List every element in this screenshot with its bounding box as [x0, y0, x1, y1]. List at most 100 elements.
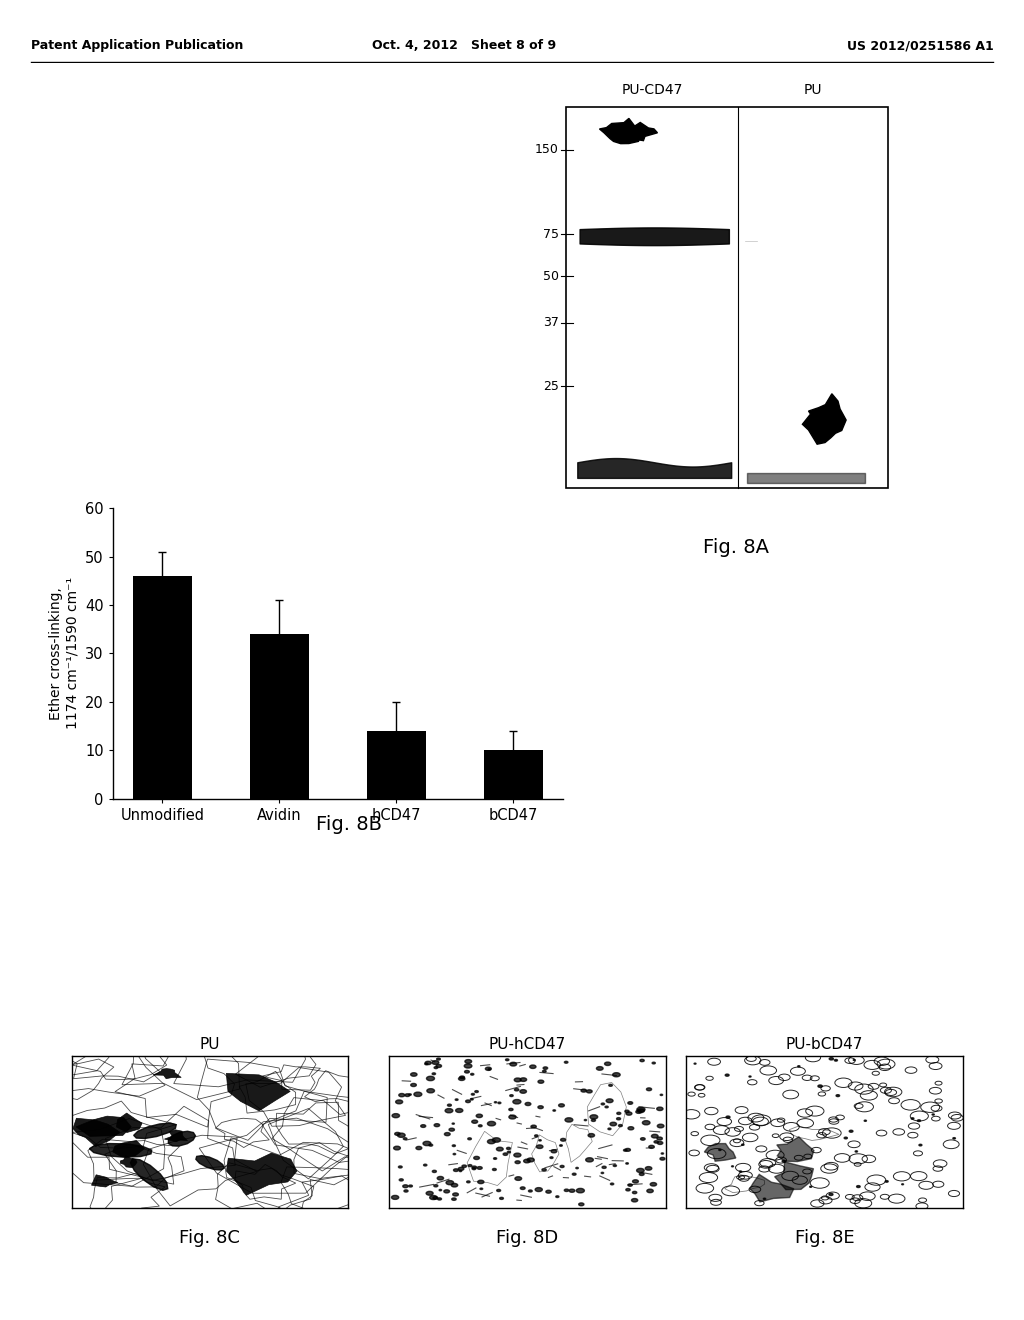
Circle shape — [651, 1134, 658, 1138]
Circle shape — [493, 1168, 497, 1171]
Circle shape — [394, 1133, 400, 1135]
Circle shape — [538, 1080, 544, 1084]
Circle shape — [453, 1193, 459, 1196]
Circle shape — [456, 1098, 458, 1101]
Polygon shape — [154, 1069, 181, 1078]
Bar — [484, 750, 543, 799]
Text: US 2012/0251586 A1: US 2012/0251586 A1 — [847, 40, 993, 51]
Circle shape — [398, 1166, 402, 1168]
Circle shape — [586, 1158, 593, 1162]
Circle shape — [411, 1084, 417, 1086]
Circle shape — [564, 1189, 568, 1192]
Circle shape — [639, 1173, 644, 1176]
Circle shape — [437, 1176, 443, 1180]
Text: Fig. 8E: Fig. 8E — [795, 1229, 854, 1247]
Circle shape — [656, 1107, 663, 1110]
Circle shape — [447, 1104, 452, 1106]
Circle shape — [649, 1146, 654, 1148]
Circle shape — [918, 1119, 921, 1122]
Circle shape — [416, 1146, 422, 1150]
Circle shape — [409, 1185, 413, 1187]
Circle shape — [472, 1168, 476, 1170]
Circle shape — [437, 1197, 441, 1200]
Circle shape — [637, 1107, 645, 1111]
Circle shape — [560, 1166, 564, 1168]
Circle shape — [439, 1189, 441, 1191]
Text: Fig. 8B: Fig. 8B — [316, 816, 382, 834]
Polygon shape — [168, 1131, 196, 1146]
Circle shape — [626, 1188, 630, 1191]
Circle shape — [465, 1060, 472, 1064]
Circle shape — [725, 1074, 729, 1076]
Circle shape — [459, 1077, 465, 1081]
Circle shape — [432, 1171, 436, 1172]
Circle shape — [456, 1109, 463, 1113]
Circle shape — [468, 1164, 472, 1167]
Circle shape — [404, 1189, 408, 1192]
Polygon shape — [803, 393, 846, 445]
Circle shape — [471, 1073, 474, 1076]
Circle shape — [471, 1093, 474, 1096]
Circle shape — [510, 1094, 513, 1097]
Polygon shape — [73, 1118, 120, 1147]
Circle shape — [472, 1166, 476, 1168]
Polygon shape — [130, 1159, 168, 1191]
Circle shape — [434, 1067, 437, 1069]
Circle shape — [404, 1094, 410, 1097]
Circle shape — [478, 1180, 484, 1184]
Circle shape — [616, 1118, 621, 1119]
Polygon shape — [117, 1113, 142, 1133]
Polygon shape — [226, 1154, 297, 1195]
Circle shape — [391, 1196, 398, 1200]
Circle shape — [392, 1114, 399, 1118]
Text: PU-bCD47: PU-bCD47 — [785, 1038, 863, 1052]
Circle shape — [497, 1147, 503, 1151]
Circle shape — [427, 1089, 434, 1093]
Circle shape — [510, 1063, 517, 1067]
Polygon shape — [76, 1117, 131, 1137]
Circle shape — [480, 1188, 482, 1189]
Circle shape — [572, 1173, 577, 1175]
Text: PU-hCD47: PU-hCD47 — [488, 1038, 566, 1052]
Text: Fig. 8A: Fig. 8A — [703, 539, 769, 557]
Polygon shape — [165, 1130, 187, 1142]
Circle shape — [543, 1071, 546, 1072]
Circle shape — [835, 1060, 838, 1061]
Text: 25: 25 — [543, 380, 559, 393]
Circle shape — [464, 1064, 472, 1068]
Circle shape — [626, 1111, 632, 1115]
Circle shape — [421, 1125, 426, 1127]
Circle shape — [829, 1057, 834, 1060]
Circle shape — [726, 1115, 730, 1118]
Polygon shape — [750, 1175, 794, 1203]
Circle shape — [513, 1100, 521, 1104]
Circle shape — [430, 1196, 437, 1200]
Circle shape — [538, 1106, 544, 1109]
Circle shape — [409, 1094, 412, 1096]
Circle shape — [446, 1180, 454, 1185]
Circle shape — [637, 1168, 644, 1172]
Circle shape — [514, 1089, 519, 1090]
Circle shape — [626, 1163, 629, 1164]
Circle shape — [550, 1156, 553, 1159]
Bar — [133, 576, 191, 799]
Circle shape — [453, 1144, 456, 1147]
Circle shape — [468, 1138, 471, 1139]
Circle shape — [592, 1119, 596, 1122]
Circle shape — [656, 1137, 663, 1140]
Circle shape — [579, 1203, 584, 1205]
Circle shape — [588, 1134, 595, 1137]
Circle shape — [398, 1093, 404, 1097]
Circle shape — [537, 1144, 543, 1148]
Circle shape — [628, 1102, 633, 1105]
Circle shape — [399, 1179, 403, 1181]
Circle shape — [647, 1189, 653, 1193]
Polygon shape — [777, 1137, 814, 1162]
Polygon shape — [120, 1155, 137, 1167]
Circle shape — [523, 1159, 530, 1163]
Polygon shape — [113, 1140, 144, 1156]
Circle shape — [515, 1160, 520, 1164]
Polygon shape — [705, 1143, 736, 1162]
Circle shape — [587, 1090, 592, 1093]
Circle shape — [474, 1156, 479, 1159]
